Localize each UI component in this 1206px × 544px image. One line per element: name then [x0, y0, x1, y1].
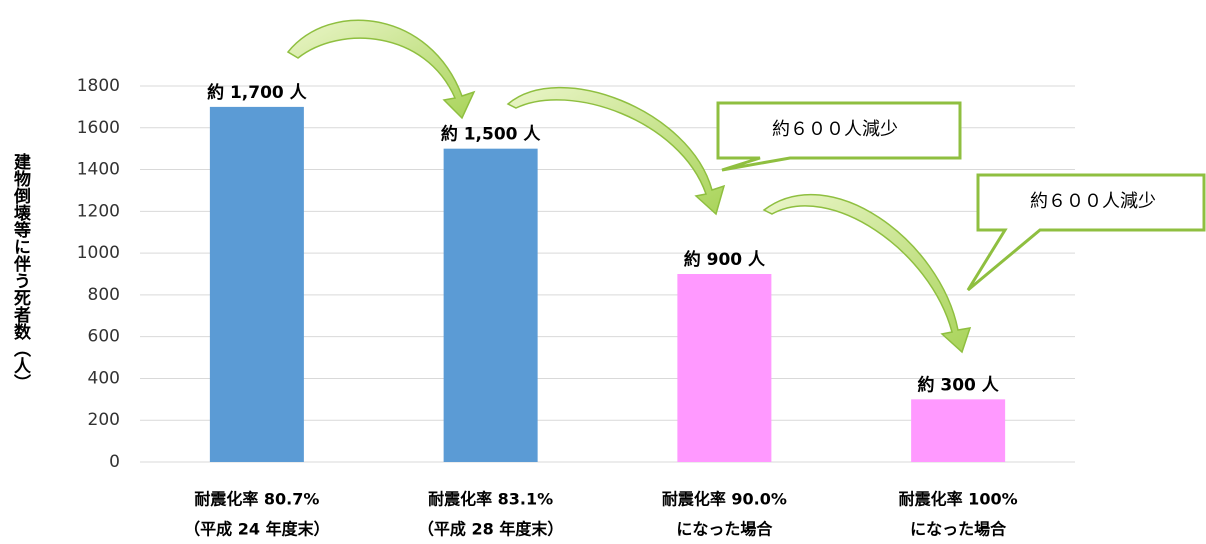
- x-tick-label: 耐震化率 100%: [899, 490, 1018, 509]
- y-tick-label: 1800: [77, 76, 120, 96]
- x-tick-label: 耐震化率 83.1%: [428, 490, 553, 509]
- annotation: 約６００人減少: [1030, 191, 1156, 212]
- annotation: 約６００人減少: [772, 119, 898, 140]
- y-tick-label: 400: [88, 368, 120, 388]
- arrow: [762, 193, 972, 354]
- bar: [911, 399, 1006, 462]
- arrow: [506, 86, 726, 216]
- bar: [209, 106, 304, 462]
- y-tick-label: 1200: [77, 201, 120, 221]
- y-tick-label: 1400: [77, 160, 120, 180]
- bar: [677, 274, 772, 462]
- y-tick-label: 0: [109, 452, 120, 472]
- callout-box: [966, 173, 1206, 292]
- x-tick-label: 耐震化率 90.0%: [662, 490, 787, 509]
- y-tick-label: 1000: [77, 243, 120, 263]
- x-tick-label: 耐震化率 80.7%: [194, 490, 319, 509]
- y-tick-label: 200: [88, 410, 120, 430]
- data-label: 約 900 人: [684, 249, 766, 270]
- y-tick-label: 600: [88, 327, 120, 347]
- callout-box: [716, 101, 962, 172]
- data-label: 約 1,500 人: [441, 124, 542, 145]
- x-tick-label: になった場合: [910, 520, 1007, 539]
- arrow: [286, 19, 476, 120]
- y-axis-label: 建物倒壊等に伴う死者数（人）: [10, 152, 32, 391]
- y-tick-label: 800: [88, 285, 120, 305]
- x-tick-label: になった場合: [676, 520, 773, 539]
- y-tick-label: 1600: [77, 118, 120, 138]
- bar: [443, 148, 538, 462]
- data-label: 約 300 人: [917, 374, 999, 395]
- callouts: [716, 101, 1206, 292]
- plot: 0 200 400 600 800 1000 1200 1400 1600 1800 耐震化率 80…: [77, 76, 1075, 539]
- arrows: [286, 19, 972, 354]
- x-tick-label: （平成 28 年度末）: [418, 520, 563, 539]
- x-tick-label: （平成 24 年度末）: [184, 520, 329, 539]
- data-label: 約 1,700 人: [207, 82, 308, 103]
